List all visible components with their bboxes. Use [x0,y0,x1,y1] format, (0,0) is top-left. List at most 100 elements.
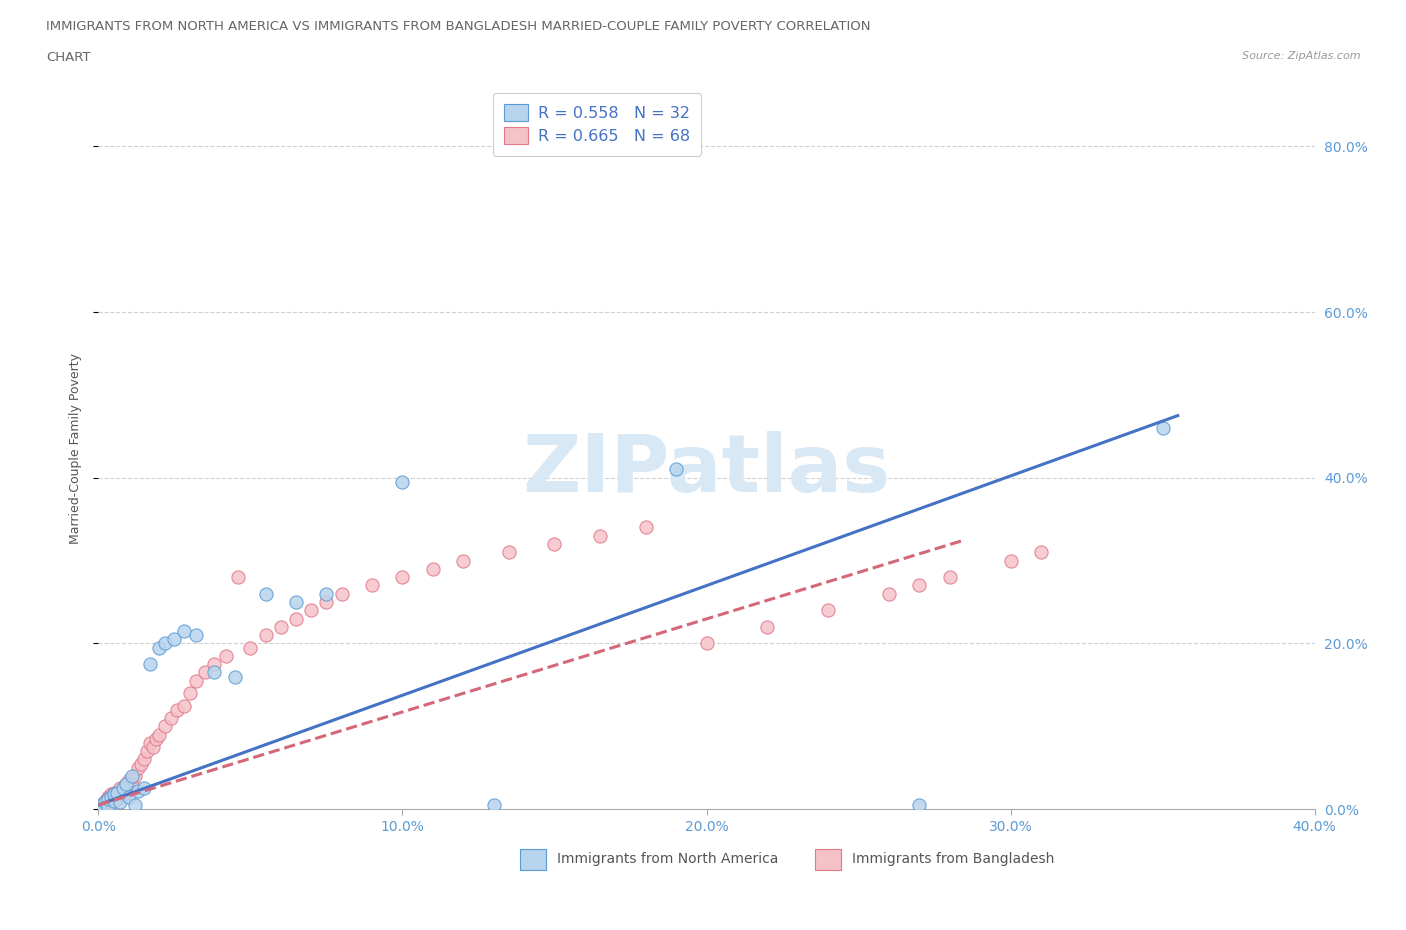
Point [108,781,131,796]
Point [184,628,207,643]
Point [226,570,249,585]
Point [100,787,122,802]
Point [391,474,413,489]
Point [315,594,337,609]
Point [111,781,134,796]
Point [139,657,162,671]
Point [132,781,155,796]
Point [96,800,118,815]
Point [634,520,657,535]
Point [114,777,136,791]
Y-axis label: Married-Couple Family Poverty: Married-Couple Family Poverty [69,353,82,544]
Point [173,623,195,638]
Point [105,787,128,802]
Point [215,648,238,663]
Point [254,586,277,601]
Point [100,791,122,806]
Point [543,537,565,551]
Point [315,586,337,601]
Point [817,603,839,618]
Point [96,793,118,808]
Point [285,611,308,626]
Point [184,673,207,688]
Point [103,790,125,804]
Point [93,798,115,813]
Point [665,462,688,477]
Point [90,798,112,813]
Point [111,781,134,796]
Point [939,570,962,585]
Point [100,795,122,810]
Point [148,727,170,742]
Point [127,760,149,775]
Point [96,791,118,806]
Point [139,736,162,751]
Point [124,798,146,813]
Point [103,787,125,802]
Point [498,545,520,560]
Point [121,768,143,783]
Text: ZIPatlas: ZIPatlas [523,432,890,510]
Point [136,744,159,759]
Point [90,798,112,813]
Point [93,793,115,808]
Point [202,665,225,680]
Point [391,570,413,585]
Point [1152,420,1174,435]
Point [166,702,188,717]
Point [118,790,141,804]
Point [121,777,143,791]
Point [361,578,384,592]
Point [127,783,149,798]
Point [285,594,308,609]
Point [482,798,505,813]
Point [90,800,112,815]
Point [103,793,125,808]
Point [453,553,475,568]
Point [173,698,195,713]
Point [908,578,931,592]
Point [132,752,155,767]
Point [202,657,225,671]
Point [299,603,322,618]
Point [93,795,115,810]
Point [114,777,136,791]
Text: IMMIGRANTS FROM NORTH AMERICA VS IMMIGRANTS FROM BANGLADESH MARRIED-COUPLE FAMIL: IMMIGRANTS FROM NORTH AMERICA VS IMMIGRA… [46,20,870,33]
Point [111,787,134,802]
Point [155,636,177,651]
Point [696,636,718,651]
Point [96,790,118,804]
Text: CHART: CHART [46,51,91,64]
Point [103,785,125,800]
Point [756,619,779,634]
Point [105,791,128,806]
Text: Source: ZipAtlas.com: Source: ZipAtlas.com [1243,51,1361,61]
Point [108,785,131,800]
Point [589,528,612,543]
Point [145,731,167,746]
Point [93,795,115,810]
Point [103,793,125,808]
Point [118,773,141,788]
Point [96,797,118,812]
Point [160,711,183,725]
Point [254,628,277,643]
Point [1029,545,1052,560]
Text: Immigrants from North America: Immigrants from North America [557,852,778,867]
Point [1000,553,1022,568]
Point [908,798,931,813]
Point [194,665,217,680]
Legend: R = 0.558   N = 32, R = 0.665   N = 68: R = 0.558 N = 32, R = 0.665 N = 68 [494,93,702,155]
Point [129,756,152,771]
Point [108,795,131,810]
Point [422,562,444,577]
Text: Immigrants from Bangladesh: Immigrants from Bangladesh [852,852,1054,867]
Point [108,790,131,804]
Point [179,685,201,700]
Point [148,640,170,655]
Point [118,781,141,796]
Point [114,785,136,800]
Point [124,768,146,783]
Point [142,739,165,754]
Point [163,631,186,646]
